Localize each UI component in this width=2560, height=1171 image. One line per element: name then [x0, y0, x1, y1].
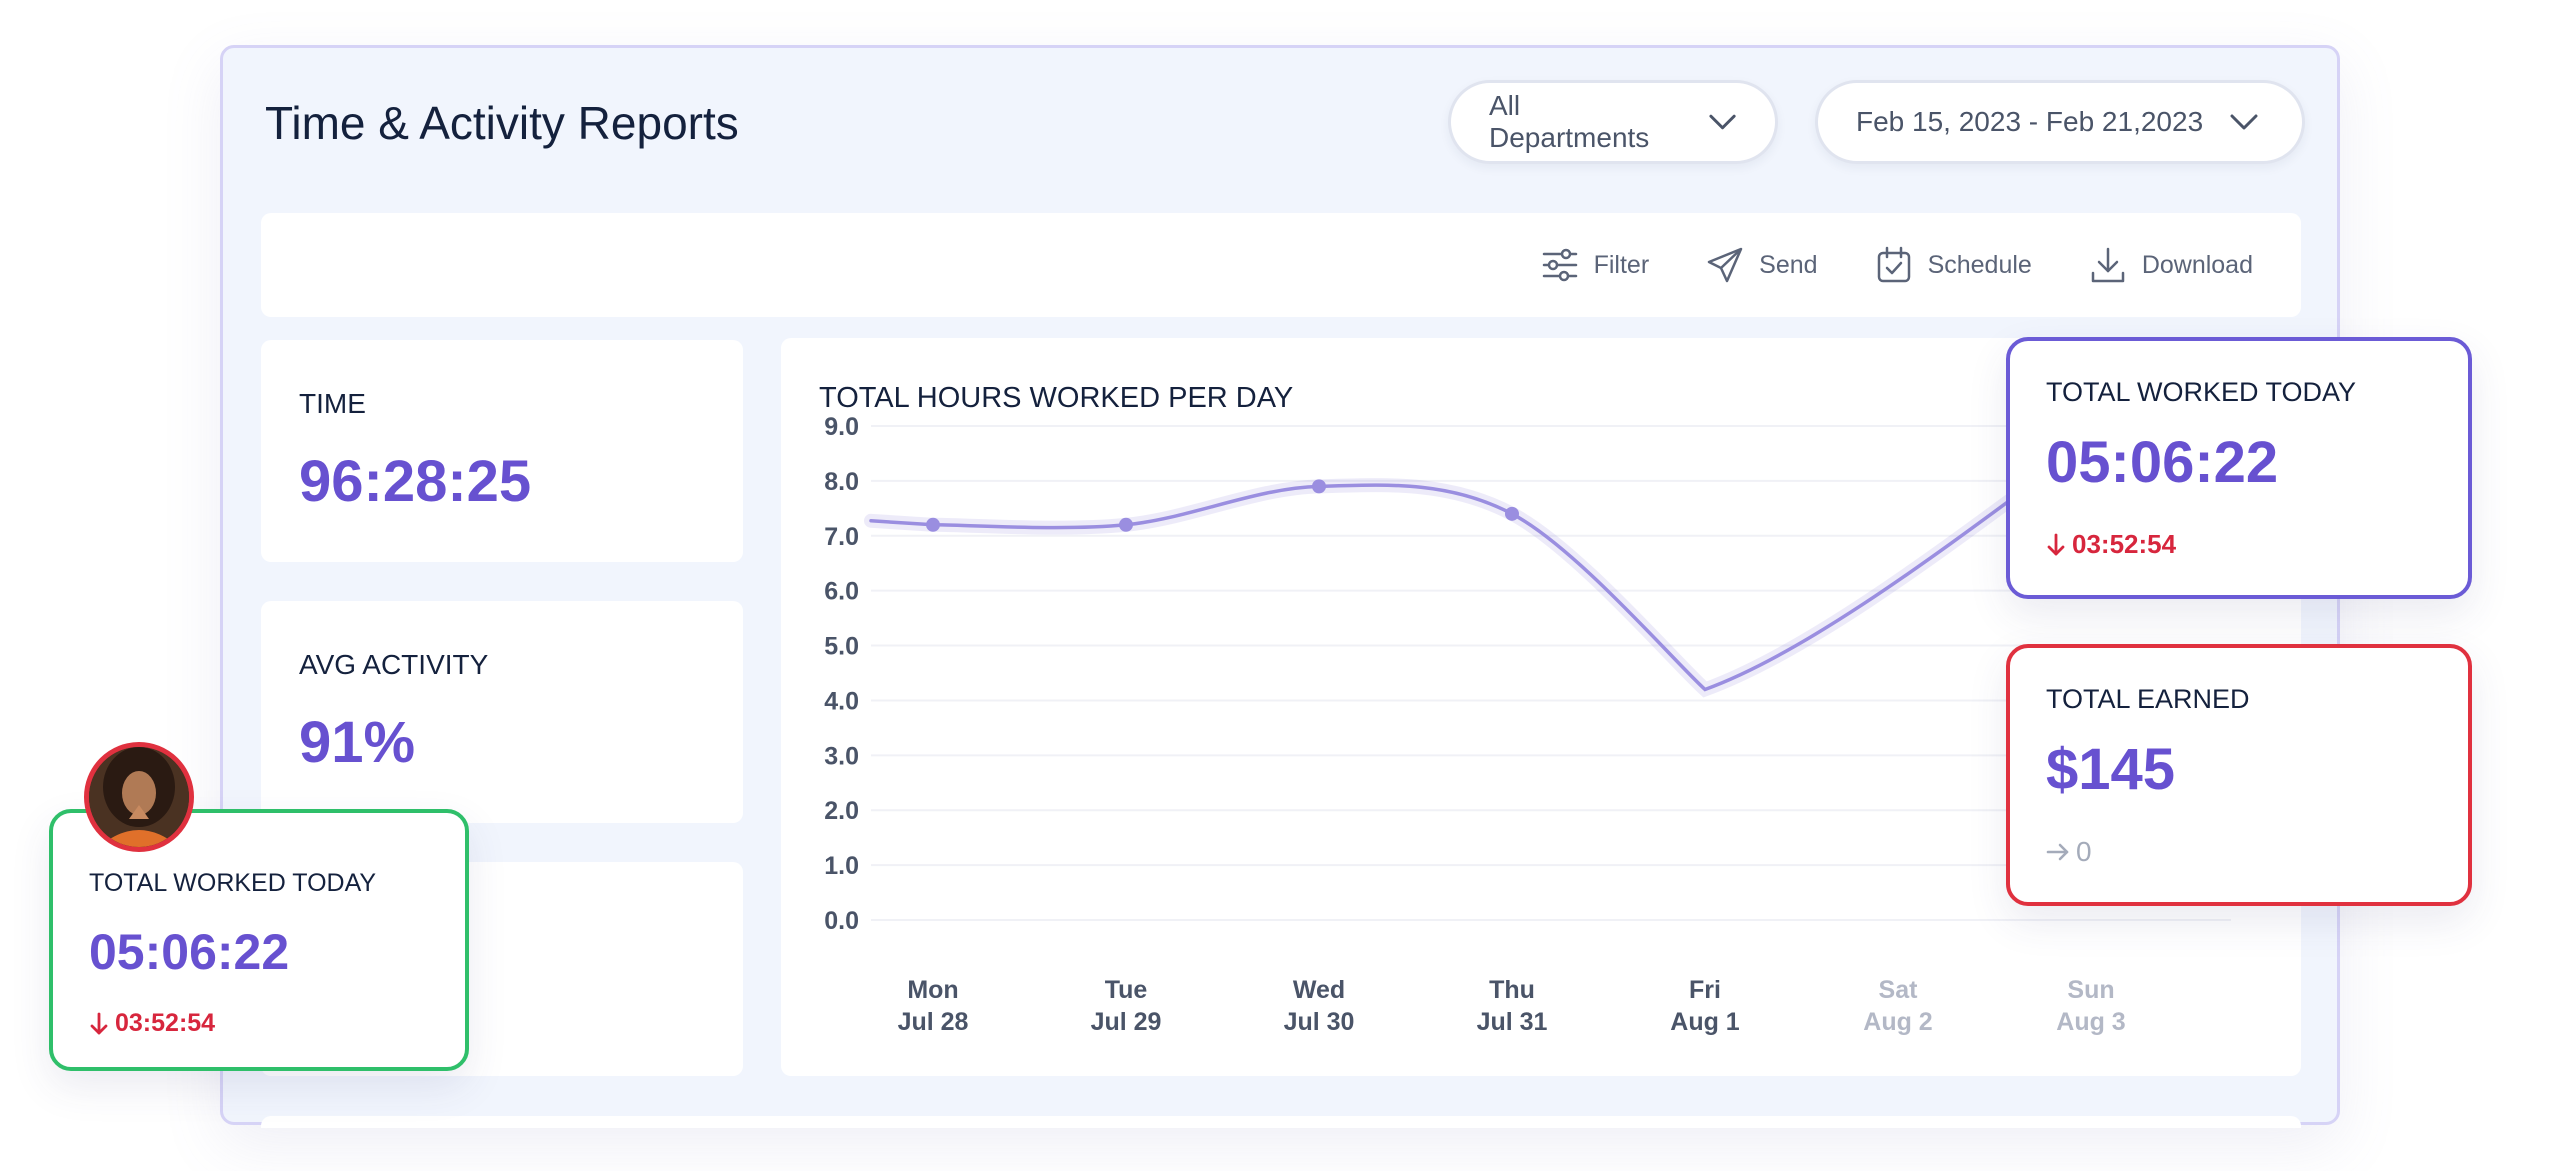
series-line-shadow [864, 440, 2088, 698]
x-tick-day: Wed [1293, 976, 1345, 1004]
calendar-check-icon [1877, 246, 1910, 283]
total-worked-today-card: TOTAL WORKED TODAY 05:06:22 03:52:54 [2006, 337, 2472, 599]
x-tick-day: Sun [2067, 976, 2114, 1004]
filter-button[interactable]: Filter [1540, 245, 1650, 285]
time-card: TIME 96:28:25 [261, 340, 743, 562]
avg-activity-card: AVG ACTIVITY 91% [261, 601, 743, 823]
sliders-icon [1542, 248, 1577, 282]
x-tick-date: Jul 31 [1477, 1008, 1548, 1036]
y-tick-label: 5.0 [824, 633, 859, 661]
total-worked-label: TOTAL WORKED TODAY [2046, 377, 2357, 407]
x-tick-date: Aug 1 [1670, 1008, 1740, 1036]
user-worked-today-card: TOTAL WORKED TODAY 05:06:22 03:52:54 [49, 809, 469, 1071]
arrow-down-icon [90, 1012, 108, 1034]
schedule-label: Schedule [1927, 250, 2032, 279]
y-tick-label: 1.0 [824, 852, 859, 880]
schedule-button[interactable]: Schedule [1874, 245, 2032, 285]
y-tick-label: 9.0 [824, 413, 859, 441]
hours-line-chart: 0.0 1.0 2.0 3.0 4.0 5.0 6.0 7.0 8.0 9.0 Mon Jul 28 T… [824, 413, 2231, 1036]
x-tick-day: Mon [907, 976, 958, 1004]
x-tick-day: Thu [1489, 976, 1535, 1004]
total-earned-card: TOTAL EARNED $145 0 [2006, 644, 2472, 906]
date-range-value: Feb 15, 2023 - Feb 21,2023 [1856, 106, 2204, 137]
x-tick-day: Fri [1689, 976, 1721, 1004]
total-earned-value: $145 [2046, 737, 2176, 802]
avg-activity-value: 91% [299, 710, 416, 775]
avatar[interactable] [84, 742, 194, 852]
user-worked-label: TOTAL WORKED TODAY [89, 869, 377, 897]
total-worked-delta-value: 03:52:54 [2072, 529, 2177, 559]
time-label: TIME [299, 388, 366, 419]
report-window: Time & Activity Reports All Departments … [220, 45, 2340, 1128]
x-tick-day: Sat [1879, 976, 1919, 1004]
total-earned-delta-value: 0 [2076, 836, 2092, 867]
total-worked-delta: 03:52:54 [2046, 529, 2176, 560]
data-point [1119, 517, 1133, 532]
data-point [1505, 506, 1519, 521]
total-worked-value: 05:06:22 [2046, 430, 2279, 495]
department-select-value: All Departments [1489, 90, 1650, 153]
arrow-right-icon [2046, 843, 2069, 861]
paper-plane-icon [1707, 247, 1743, 283]
date-range-select[interactable]: Feb 15, 2023 - Feb 21,2023 [1815, 80, 2305, 164]
x-tick-day: Tue [1105, 976, 1148, 1004]
page-title: Time & Activity Reports [265, 97, 739, 149]
user-worked-delta-value: 03:52:54 [115, 1009, 216, 1037]
send-button[interactable]: Send [1705, 245, 1818, 285]
series-line [869, 446, 2083, 692]
x-tick-date: Jul 30 [1284, 1008, 1355, 1036]
x-tick-date: Aug 2 [1863, 1008, 1932, 1036]
y-tick-label: 6.0 [824, 578, 859, 606]
send-label: Send [1759, 250, 1818, 279]
download-label: Download [2141, 250, 2253, 279]
arrow-down-icon [2047, 533, 2065, 555]
avg-activity-label: AVG ACTIVITY [299, 649, 489, 680]
y-tick-label: 8.0 [824, 468, 859, 496]
y-tick-label: 2.0 [824, 797, 859, 825]
x-tick-date: Jul 29 [1091, 1008, 1162, 1036]
chevron-down-icon [2230, 114, 2258, 130]
user-worked-delta: 03:52:54 [89, 1009, 215, 1038]
user-portrait-icon [89, 747, 189, 847]
filter-label: Filter [1593, 250, 1650, 279]
chart-title: TOTAL HOURS WORKED PER DAY [819, 382, 1294, 414]
x-tick-date: Jul 28 [898, 1008, 969, 1036]
y-tick-label: 4.0 [824, 687, 859, 715]
chevron-down-icon [1709, 114, 1736, 130]
time-value: 96:28:25 [299, 449, 532, 514]
download-button[interactable]: Download [2088, 245, 2253, 285]
y-tick-label: 0.0 [824, 907, 859, 935]
y-tick-label: 7.0 [824, 523, 859, 551]
total-earned-label: TOTAL EARNED [2046, 684, 2250, 714]
data-point [926, 517, 940, 532]
user-worked-value: 05:06:22 [89, 924, 290, 980]
y-tick-label: 3.0 [824, 742, 859, 770]
report-toolbar: Filter Send Schedule Download [261, 213, 2301, 317]
department-select[interactable]: All Departments [1448, 80, 1778, 164]
next-panel-edge [261, 1116, 2301, 1128]
data-point [1312, 479, 1326, 494]
download-icon [2091, 247, 2125, 283]
total-earned-delta: 0 [2046, 836, 2092, 868]
x-tick-date: Aug 3 [2056, 1008, 2125, 1036]
